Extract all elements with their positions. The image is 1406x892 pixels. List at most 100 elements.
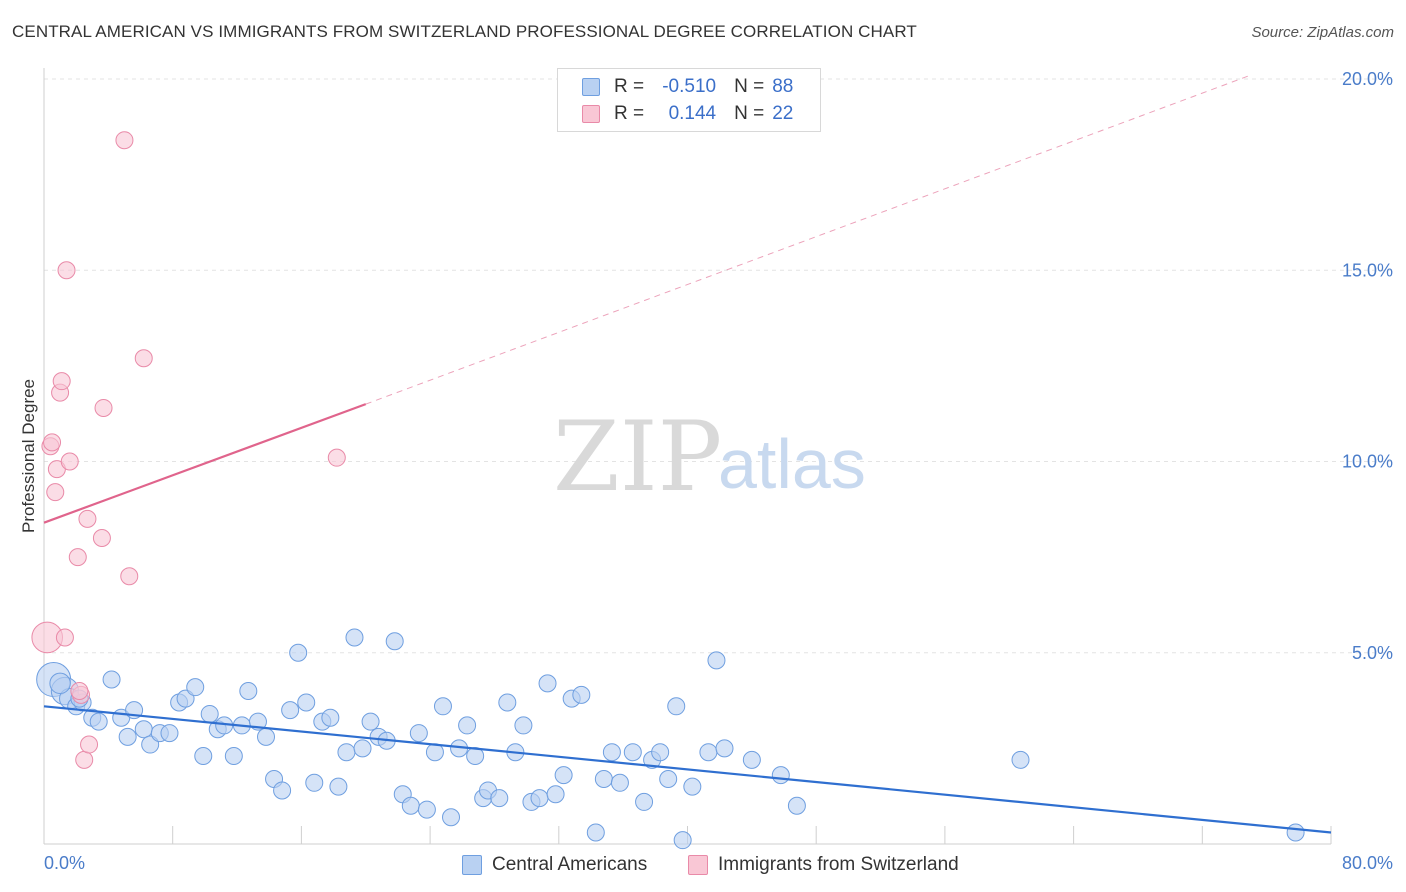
point-central-americans xyxy=(281,701,300,720)
point-central-americans xyxy=(586,823,605,842)
chart-title: CENTRAL AMERICAN VS IMMIGRANTS FROM SWIT… xyxy=(12,22,917,41)
point-central-americans xyxy=(651,743,670,762)
point-central-americans xyxy=(683,777,702,796)
point-central-americans xyxy=(594,769,613,788)
point-switzerland xyxy=(115,131,134,150)
point-central-americans xyxy=(1011,750,1030,769)
point-switzerland xyxy=(57,261,76,280)
trend-lines xyxy=(43,74,1332,834)
point-central-americans xyxy=(239,682,258,700)
point-central-americans xyxy=(297,693,316,712)
bottom-legend-swatch-pink xyxy=(688,855,708,875)
legend-swatch-blue xyxy=(582,78,600,96)
point-central-americans xyxy=(673,831,692,850)
point-central-americans xyxy=(659,769,678,788)
legend-swatch-pink xyxy=(582,105,600,123)
bottom-legend-central-americans: Central Americans xyxy=(462,852,647,878)
point-central-americans xyxy=(257,727,276,746)
point-switzerland xyxy=(75,750,94,769)
legend-n-value: 22 xyxy=(772,103,794,124)
point-switzerland xyxy=(92,529,111,547)
point-central-americans xyxy=(118,727,137,746)
point-central-americans xyxy=(385,632,404,651)
legend-r-label: R = xyxy=(614,76,645,97)
x-tick-label: 0.0% xyxy=(44,853,85,873)
legend-row-central-americans: R = -0.510 N = 88 xyxy=(582,74,793,100)
point-switzerland xyxy=(68,548,87,567)
point-central-americans xyxy=(337,743,356,762)
point-central-americans xyxy=(538,674,557,693)
point-central-americans xyxy=(409,724,428,743)
trend-line-dashed xyxy=(365,74,1251,405)
point-central-americans xyxy=(546,785,565,804)
point-switzerland xyxy=(60,452,79,471)
legend-n-label: N = xyxy=(734,76,765,97)
point-central-americans xyxy=(707,651,726,670)
y-tick-label: 10.0% xyxy=(1342,452,1393,472)
bottom-legend-swatch-blue xyxy=(462,855,482,875)
legend-r-value: 0.144 xyxy=(668,103,717,124)
tick-labels: 5.0% 10.0% 15.0% 20.0% 0.0% 80.0% xyxy=(44,69,1393,873)
y-tick-label: 15.0% xyxy=(1342,260,1393,280)
gridlines xyxy=(44,78,1392,654)
legend-r-label: R = xyxy=(614,103,645,124)
point-central-americans xyxy=(134,720,153,739)
bottom-legend-label: Central Americans xyxy=(492,854,648,875)
point-switzerland xyxy=(80,735,99,754)
watermark-atlas: atlas xyxy=(718,425,866,503)
point-central-americans xyxy=(433,697,452,716)
point-central-americans xyxy=(490,789,509,808)
point-central-americans xyxy=(329,777,348,796)
point-central-americans xyxy=(787,796,806,815)
point-central-americans xyxy=(742,750,761,769)
point-central-americans xyxy=(602,743,621,762)
bottom-legend-label: Immigrants from Switzerland xyxy=(718,854,959,875)
point-switzerland xyxy=(43,433,62,452)
y-tick-label: 5.0% xyxy=(1352,643,1393,663)
legend-r-value: -0.510 xyxy=(662,76,717,97)
point-switzerland xyxy=(134,349,153,368)
point-central-americans xyxy=(353,739,372,758)
point-central-americans xyxy=(498,693,517,712)
point-central-americans xyxy=(417,800,436,819)
point-switzerland xyxy=(94,398,113,417)
point-central-americans xyxy=(102,670,121,689)
point-central-americans xyxy=(194,747,213,766)
point-central-americans xyxy=(715,739,734,758)
bottom-legend-switzerland: Immigrants from Switzerland xyxy=(688,852,959,878)
point-central-americans xyxy=(699,743,718,762)
point-central-americans xyxy=(273,781,292,800)
point-central-americans xyxy=(667,697,686,716)
point-switzerland xyxy=(52,372,71,391)
point-central-americans xyxy=(49,672,71,695)
legend-row-switzerland: R = 0.144 N = 22 xyxy=(582,101,793,127)
legend: R = -0.510 N = 88 R = 0.144 N = 22 xyxy=(557,68,821,132)
point-central-americans xyxy=(141,735,160,754)
point-central-americans xyxy=(321,708,340,727)
y-axis-label: Professional Degree xyxy=(19,379,38,533)
point-central-americans xyxy=(623,743,642,762)
point-central-americans xyxy=(635,792,654,811)
point-central-americans xyxy=(89,712,108,731)
point-central-americans xyxy=(289,643,308,662)
trend-line-central-americans xyxy=(43,705,1332,834)
legend-n-label: N = xyxy=(734,103,765,124)
legend-n-value: 88 xyxy=(772,76,794,97)
y-tick-label: 20.0% xyxy=(1342,69,1393,89)
watermark: ZIP atlas xyxy=(553,401,866,513)
point-switzerland xyxy=(46,483,65,502)
x-tick-label: 80.0% xyxy=(1342,853,1393,873)
point-central-americans xyxy=(458,716,477,735)
point-central-americans xyxy=(572,685,591,704)
point-central-americans xyxy=(224,747,243,766)
point-central-americans xyxy=(305,773,324,792)
point-central-americans xyxy=(771,766,790,785)
point-switzerland xyxy=(78,509,97,528)
point-central-americans xyxy=(361,712,380,731)
point-switzerland xyxy=(55,628,74,647)
point-central-americans xyxy=(160,724,179,743)
point-central-americans xyxy=(554,766,573,785)
point-central-americans xyxy=(345,628,364,647)
point-central-americans xyxy=(176,689,195,708)
point-central-americans xyxy=(530,789,549,808)
